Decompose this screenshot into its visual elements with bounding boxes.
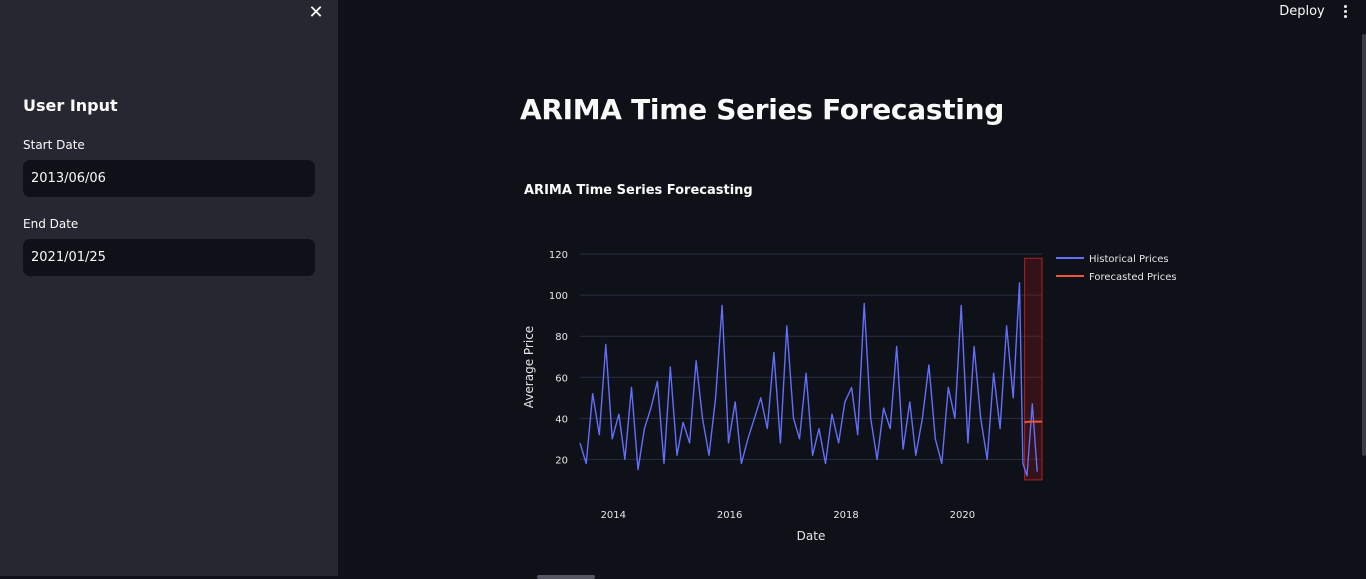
start-date-input[interactable] — [23, 160, 315, 197]
legend-item: Forecasted Prices — [1089, 272, 1177, 283]
kebab-menu-icon[interactable] — [1340, 2, 1352, 22]
end-date-label: End Date — [23, 217, 79, 231]
sidebar-title: User Input — [23, 96, 118, 115]
page-title: ARIMA Time Series Forecasting — [520, 93, 1004, 126]
forecast-chart: 20 40 60 80 100 120 2014 2016 2018 2020 Date Averag… — [522, 250, 1177, 543]
end-date-input[interactable] — [23, 239, 315, 276]
close-icon[interactable]: ✕ — [308, 2, 324, 23]
sidebar: ✕ User Input Start Date End Date — [0, 0, 338, 576]
y-tick-label: 20 — [555, 455, 568, 466]
y-tick-label: 40 — [555, 414, 568, 425]
y-tick-label: 80 — [555, 332, 568, 343]
x-tick-label: 2020 — [950, 510, 975, 521]
x-axis-label: Date — [797, 529, 826, 543]
y-tick-label: 100 — [549, 291, 568, 302]
y-axis-label: Average Price — [522, 326, 536, 408]
forecast-region — [1024, 257, 1043, 481]
forecasted-prices-line — [1024, 420, 1042, 424]
legend-item: Historical Prices — [1089, 254, 1169, 265]
scrollbar[interactable] — [1362, 34, 1366, 456]
x-tick-label: 2014 — [601, 510, 626, 521]
x-tick-label: 2018 — [833, 510, 858, 521]
historical-prices-line — [579, 282, 1038, 477]
start-date-label: Start Date — [23, 138, 85, 152]
bottom-scroll-handle[interactable] — [537, 575, 595, 579]
y-tick-label: 60 — [555, 373, 568, 384]
x-tick-label: 2016 — [717, 510, 742, 521]
y-tick-label: 120 — [549, 250, 568, 261]
chart-title: ARIMA Time Series Forecasting — [524, 183, 753, 198]
deploy-button[interactable]: Deploy — [1279, 4, 1325, 19]
